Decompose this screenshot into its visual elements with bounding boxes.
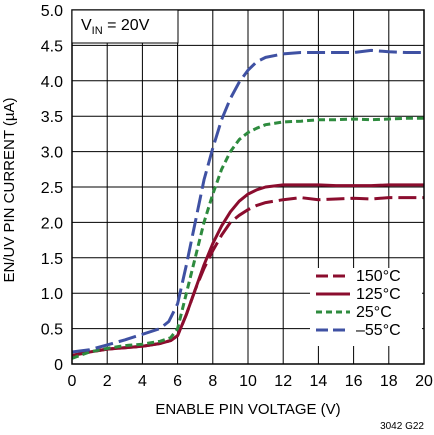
y-tick-label: 1.0 xyxy=(41,286,63,303)
legend-label: –55°C xyxy=(356,322,401,339)
series-line-55c xyxy=(71,48,424,354)
x-tick-label: 8 xyxy=(208,373,217,390)
x-tick-label: 18 xyxy=(380,373,398,390)
series-layer xyxy=(71,48,424,360)
figure-id: 3042 G22 xyxy=(380,421,424,432)
y-tick-label: 5.0 xyxy=(41,3,63,20)
x-tick-label: 14 xyxy=(310,373,328,390)
x-tick-label: 12 xyxy=(274,373,292,390)
x-tick-label: 16 xyxy=(345,373,363,390)
legend-label: 125°C xyxy=(356,286,401,303)
series-line-25c xyxy=(71,116,424,360)
x-axis-label: ENABLE PIN VOLTAGE (V) xyxy=(155,401,340,418)
y-tick-label: 4.0 xyxy=(41,74,63,91)
x-tick-label: 6 xyxy=(173,373,182,390)
legend-label: 25°C xyxy=(356,304,392,321)
y-tick-label: 0.5 xyxy=(41,322,63,339)
vin-annotation-rest: = 20V xyxy=(103,17,150,34)
y-tick-label: 3.5 xyxy=(41,109,63,126)
vin-annotation-main: V xyxy=(81,17,92,34)
x-tick-label: 2 xyxy=(103,373,112,390)
vin-annotation-sub: IN xyxy=(92,25,103,37)
y-tick-labels: 0 0.5 1.0 1.5 2.0 2.5 3.0 3.5 4.0 4.5 5.0 xyxy=(41,3,63,374)
svg-text:VIN = 20V: VIN = 20V xyxy=(81,17,150,37)
x-tick-label: 4 xyxy=(138,373,147,390)
y-tick-label: 1.5 xyxy=(41,251,63,268)
series-line-125c xyxy=(71,183,424,357)
y-tick-label: 0 xyxy=(54,357,63,374)
y-tick-label: 3.0 xyxy=(41,145,63,162)
y-tick-label: 2.0 xyxy=(41,215,63,232)
legend-label: 150°C xyxy=(356,268,401,285)
y-tick-label: 4.5 xyxy=(41,38,63,55)
x-tick-label: 20 xyxy=(415,373,433,390)
x-tick-label: 0 xyxy=(68,373,77,390)
x-tick-labels: 0 2 4 6 8 10 12 14 16 18 20 xyxy=(68,373,433,390)
vin-annotation: VIN = 20V xyxy=(71,9,179,44)
y-axis-label: EN/UV PIN CURRENT (µA) xyxy=(1,97,18,282)
y-tick-label: 2.5 xyxy=(41,180,63,197)
plot-frame xyxy=(71,9,425,365)
x-tick-label: 10 xyxy=(239,373,257,390)
